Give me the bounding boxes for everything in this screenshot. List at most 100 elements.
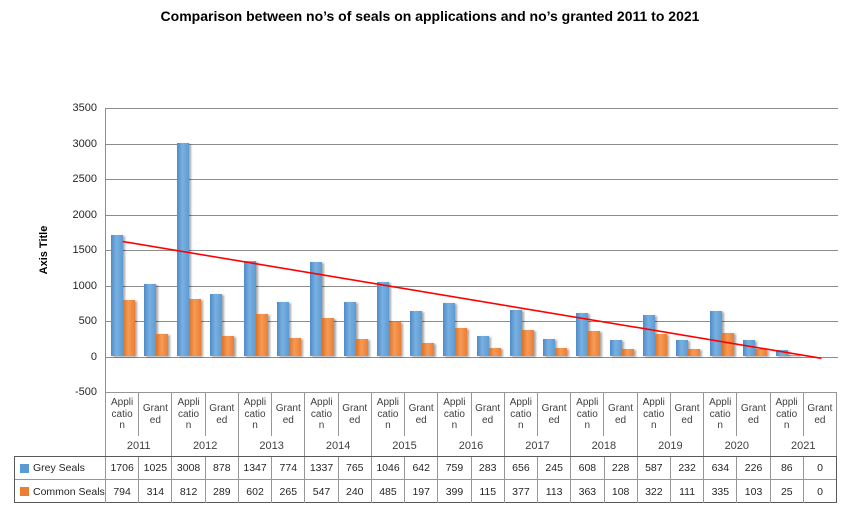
category-year-group: Appli catio n Grant ed 2013 [239,393,306,456]
category-year-group: Appli catio n Grant ed 2014 [305,393,372,456]
category-sublabels: Appli catio n Grant ed [305,393,370,436]
bar-common-seals [222,335,235,357]
bar-common-seals [422,342,435,357]
category-year-group: Appli catio n Grant ed 2016 [438,393,505,456]
bar-common-seals [322,317,335,357]
bar-common-seals [655,333,667,357]
category-year-group: Appli catio n Grant ed 2012 [172,393,239,456]
category-label: Grant ed [608,403,634,426]
bar-common-seals [355,339,368,357]
category-year-label: 2017 [525,440,550,452]
table-value-cell: 608 [571,457,605,479]
table-value-cell: 602 [239,480,273,503]
table-value-cell: 547 [305,480,339,503]
category-year-group: Appli catio n Grant ed 2018 [571,393,638,456]
bar-grey-seals [310,261,323,357]
table-value-cell: 314 [139,480,173,503]
category-sublabels: Appli catio n Grant ed [372,393,437,436]
legend-swatch-common-seals [20,487,29,496]
gridline [106,285,838,287]
table-value-cell: 363 [571,480,605,503]
category-label: Appli catio n [305,393,339,436]
table-value-cell: 283 [472,457,505,479]
y-tick-label: 2000 [72,208,97,221]
legend-row-header: Grey Seals [15,457,106,479]
bar-grey-seals [343,302,356,357]
category-year-label: 2013 [259,440,284,452]
category-label: Grant ed [740,403,766,426]
bar-grey-seals [476,336,489,357]
table-value-cell: 1025 [139,457,173,479]
category-label: Grant ed [408,403,434,426]
category-year-group: Appli catio n Grant ed 2021 [771,393,836,456]
table-value-cell: 86 [771,457,804,479]
bar-grey-seals [776,350,789,357]
category-year-label: 2021 [791,440,816,452]
table-value-cell: 113 [538,480,572,503]
category-year-group: Appli catio n Grant ed 2019 [638,393,705,456]
bar-common-seals [688,348,701,357]
y-tick-label: 3500 [72,102,97,114]
bar-grey-seals [509,309,522,357]
table-value-cell: 111 [671,480,705,503]
table-value-cell: 399 [438,480,472,503]
bar-grey-seals [143,283,156,357]
table-value-cell: 377 [505,480,539,503]
category-sublabels: Appli catio n Grant ed [172,393,237,436]
gridline [106,214,838,216]
gridline [106,321,838,322]
table-row: Grey Seals 1706 1025 3008 878 1347 774 1337 765 1… [15,457,836,480]
table-value-cell: 103 [737,480,771,503]
bar-common-seals [788,354,801,357]
bar-grey-seals [177,142,190,357]
bar-common-seals [754,349,767,357]
table-value-cell: 1046 [372,457,406,479]
table-value-cell: 587 [638,457,671,479]
series-name: Common Seals [33,485,105,498]
bar-grey-seals [576,313,589,357]
bar-common-seals [455,328,468,357]
bar-grey-seals [277,301,289,357]
table-value-cell: 878 [206,457,239,479]
bar-grey-seals [210,294,223,357]
table-value-cell: 774 [272,457,306,479]
y-tick-label: 500 [78,315,97,327]
table-value-cell: 1337 [305,457,339,479]
gridline [106,356,838,358]
data-table: Grey Seals 1706 1025 3008 878 1347 774 1337 765 1… [14,456,837,503]
bar-grey-seals [742,340,755,357]
category-label: Appli catio n [505,393,538,436]
legend-swatch-grey-seals [20,463,29,473]
table-value-cell: 240 [339,480,372,503]
table-row: Common Seals 794 314 812 289 602 265 547 240 485 1… [15,480,836,503]
bar-common-seals [588,330,601,357]
category-label: Grant ed [209,403,235,426]
category-sublabels: Appli catio n Grant ed [239,393,304,436]
bar-common-seals [289,337,301,357]
category-sublabels: Appli catio n Grant ed [571,393,636,436]
table-value-cell: 1706 [106,457,140,479]
table-value-cell: 197 [405,480,439,503]
y-tick-label: -500 [74,386,97,398]
table-value-cell: 226 [737,457,771,479]
series-name: Grey Seals [33,462,85,474]
category-label: Appli catio n [172,393,206,436]
table-value-cell: 765 [339,457,372,479]
category-sublabels: Appli catio n Grant ed [704,393,769,436]
table-value-cell: 1347 [239,457,273,479]
y-tick-label: 0 [90,350,97,363]
category-axis: Appli catio n Grant ed 2011 Appli catio n Gr… [105,392,837,456]
table-value-cell: 3008 [172,457,206,479]
category-label: Grant ed [342,403,368,426]
category-label: Appli catio n [638,393,671,436]
bar-common-seals [488,348,501,357]
gridline [106,250,838,251]
bar-common-seals [255,313,268,357]
table-value-cell: 335 [704,480,738,503]
table-value-cell: 108 [605,480,638,503]
bar-common-seals [521,329,534,357]
category-year-label: 2018 [591,440,617,452]
table-value-cell: 322 [638,480,671,503]
category-label: Grant ed [475,403,501,426]
y-tick-label: 1500 [72,244,97,256]
